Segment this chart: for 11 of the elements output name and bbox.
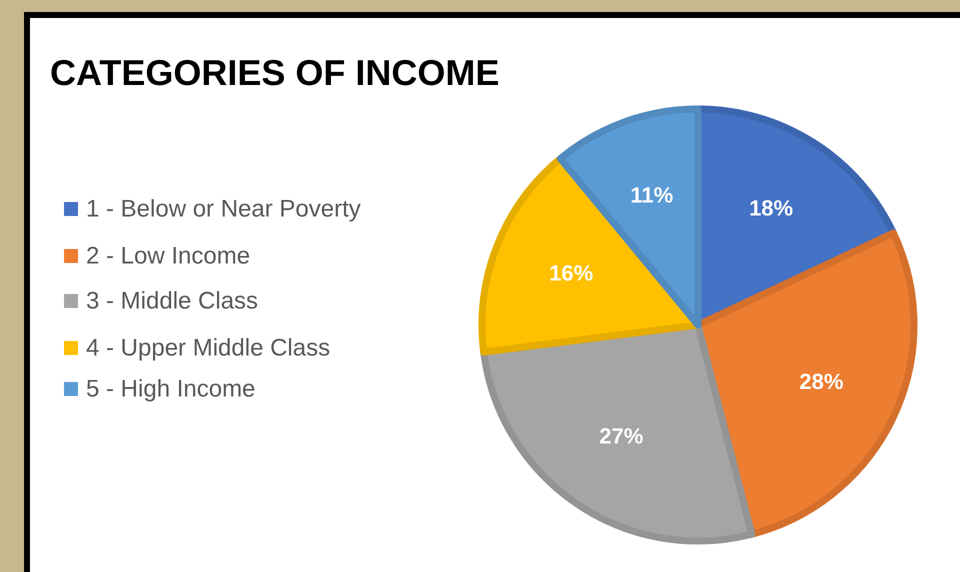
legend-label: 1 - Below or Near Poverty	[86, 195, 361, 222]
data-label: 11%	[630, 182, 674, 208]
legend-label: 2 - Low Income	[86, 242, 250, 270]
chart-title: CATEGORIES OF INCOME	[50, 52, 500, 93]
data-label: 28%	[799, 368, 844, 394]
data-label: 27%	[599, 424, 644, 449]
legend-label: 4 - Upper Middle Class	[86, 334, 330, 362]
legend-label: 3 - Middle Class	[86, 287, 258, 314]
data-label: 16%	[549, 260, 594, 286]
data-label: 18%	[749, 196, 794, 221]
legend-label: 5 - High Income	[86, 375, 256, 402]
